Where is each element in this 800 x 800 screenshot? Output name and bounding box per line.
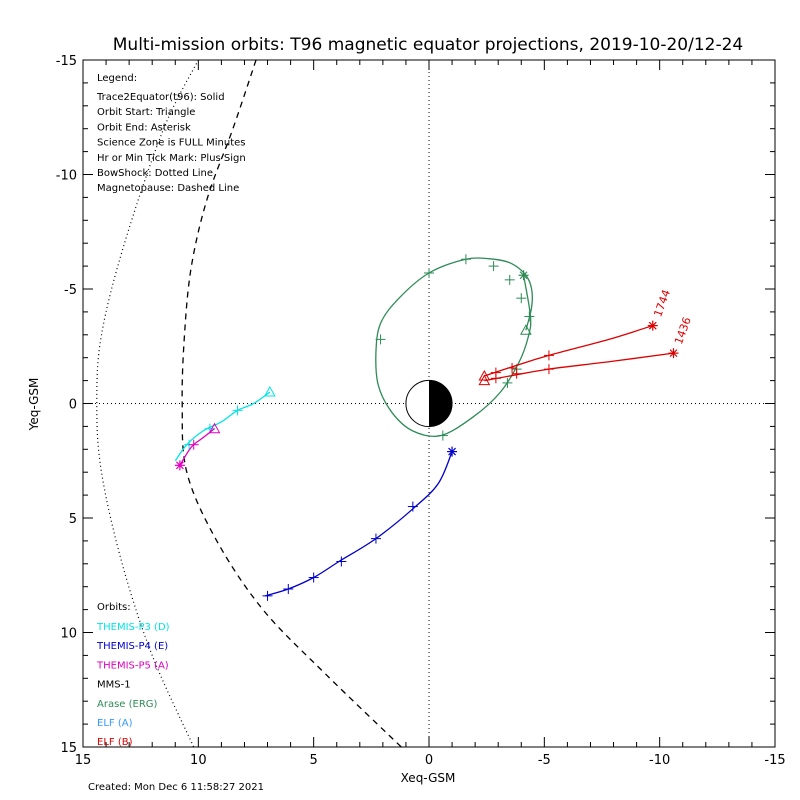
y-tick-label: 10: [60, 627, 77, 642]
orbit-legend-entry: Arase (ERG): [97, 699, 158, 710]
legend-line: Orbit End: Asterisk: [97, 122, 191, 133]
legend-line: Trace2Equator(t96): Solid: [96, 92, 225, 103]
tick-plus-marker: [188, 439, 199, 450]
tick-plus-marker: [407, 501, 418, 512]
y-axis-label: Yeq-GSM: [27, 378, 41, 432]
orbit-end-asterisk: [174, 460, 185, 471]
orbit-trace: [265, 451, 453, 597]
tick-plus-marker: [262, 590, 273, 601]
orbit-time-label: 1744: [651, 288, 673, 319]
axes: 15 10 5 0 -5 -10 -15 -15 -10 -5 0 5 10 15: [56, 54, 786, 768]
tick-plus-marker: [375, 334, 386, 345]
tick-plus-marker: [460, 254, 471, 265]
orbit-legend-entry: THEMIS-P3 (D): [96, 622, 170, 633]
y-tick-label: 5: [69, 512, 77, 527]
tick-plus-marker: [308, 572, 319, 583]
earth-symbol: [405, 379, 453, 428]
tick-plus-marker: [370, 533, 381, 544]
orbit-end-asterisk: [447, 446, 458, 457]
annotations: Multi-mission orbits: T96 magnetic equat…: [27, 35, 743, 793]
orbit-trace: [375, 257, 533, 438]
tick-plus-marker: [490, 373, 501, 384]
legend-line: Science Zone is FULL Minutes: [97, 138, 246, 149]
earth-nightside: [429, 380, 453, 427]
orbit-start-triangle: [478, 374, 491, 386]
x-tick-label: 10: [190, 753, 207, 768]
orbit-end-asterisk: [668, 348, 679, 359]
asterisk-stroke: [669, 349, 678, 358]
orbit-legend-entry: ELF (B): [97, 737, 133, 748]
x-axis-label: Xeq-GSM: [401, 771, 456, 785]
orbit-legend-entry: ELF (A): [97, 718, 133, 729]
x-tick-label: 0: [425, 753, 433, 768]
tick-plus-marker: [232, 405, 243, 416]
orbit-legend-entry: THEMIS-P5 (A): [96, 660, 169, 671]
orbit-time-label: 1436: [672, 315, 694, 346]
legend-line: BowShock: Dotted Line: [97, 168, 213, 179]
tick-plus-marker: [543, 350, 554, 361]
orbit-legend-entry: THEMIS-P4 (E): [96, 641, 168, 652]
tick-plus-marker: [504, 274, 515, 285]
y-tick-label: 0: [69, 398, 77, 413]
tick-plus-marker: [524, 311, 535, 322]
asterisk-stroke: [648, 321, 657, 330]
tick-plus-marker: [516, 293, 527, 304]
orbit-end-asterisk: [518, 270, 529, 281]
x-tick-label: 15: [75, 753, 92, 768]
y-tick-label: -5: [64, 283, 77, 298]
legend-title: Legend:: [97, 73, 137, 84]
tick-plus-marker: [336, 556, 347, 567]
footer-created: Created: Mon Dec 6 11:58:27 2021: [88, 782, 264, 793]
y-tick-label: -15: [56, 54, 77, 69]
y-tick-label: 15: [60, 741, 77, 756]
x-tick-label: 5: [310, 753, 318, 768]
orbit-start-triangle: [208, 422, 221, 434]
tick-plus-marker: [507, 363, 518, 374]
x-tick-label: -15: [764, 753, 785, 768]
x-tick-label: -10: [649, 753, 670, 768]
tick-plus-marker: [437, 430, 448, 441]
orbit-end-asterisk: [647, 320, 658, 331]
tick-plus-marker: [502, 377, 513, 388]
tick-plus-marker: [488, 261, 499, 272]
chart-title: Multi-mission orbits: T96 magnetic equat…: [113, 35, 744, 55]
legend-line: Magnetopause: Dashed Line: [97, 183, 239, 194]
legend-line: Hr or Min Tick Mark: Plus Sign: [97, 153, 246, 164]
asterisk-stroke: [448, 447, 456, 456]
tick-plus-marker: [511, 368, 522, 379]
tick-plus-marker: [424, 267, 434, 278]
legend-line: Orbit Start: Triangle: [97, 107, 195, 118]
tick-plus-marker: [283, 583, 294, 594]
orbit-legend-entry: MMS-1: [97, 680, 131, 691]
tick-plus-marker: [543, 364, 554, 375]
orbits-title: Orbits:: [97, 602, 131, 613]
orbit-start-triangle: [263, 386, 276, 397]
asterisk-stroke: [519, 271, 528, 280]
orbit-start-triangle: [520, 324, 532, 335]
asterisk-stroke: [175, 461, 184, 470]
y-tick-label: -10: [56, 169, 77, 184]
x-tick-label: -5: [538, 753, 551, 768]
